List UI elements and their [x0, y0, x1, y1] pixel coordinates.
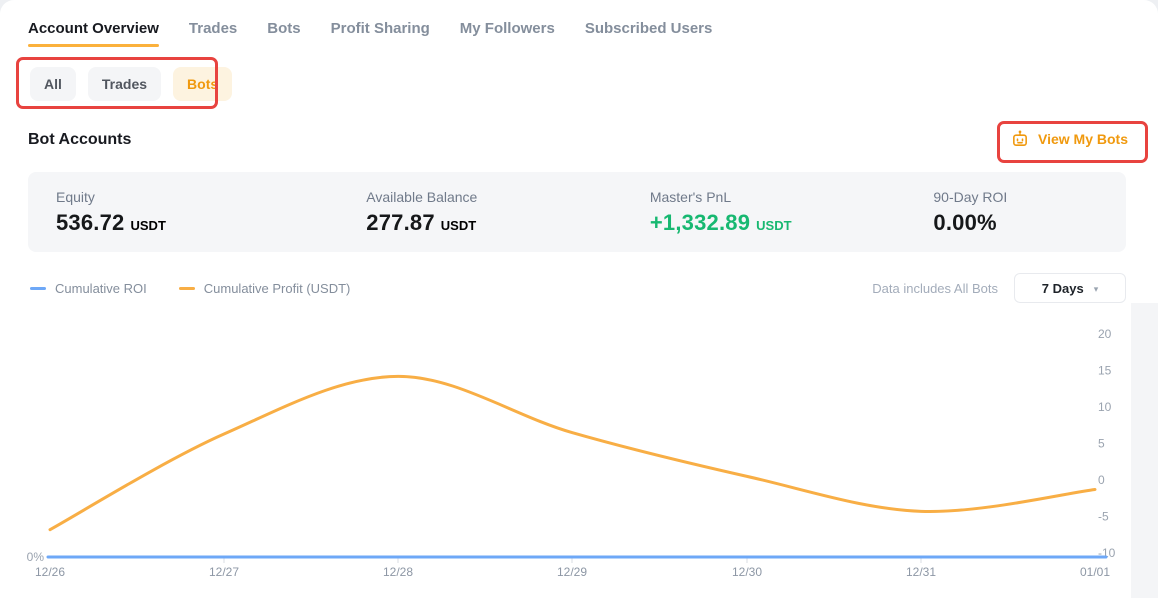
- stat-unit: USDT: [130, 217, 166, 233]
- account-type-filter: All Trades Bots: [30, 67, 233, 101]
- svg-text:01/01: 01/01: [1080, 565, 1110, 579]
- tab-subscribed-users[interactable]: Subscribed Users: [584, 20, 713, 37]
- stat-value: 277.87: [366, 209, 435, 235]
- svg-text:15: 15: [1098, 364, 1112, 378]
- stat-value: 536.72: [56, 209, 125, 235]
- stat-unit: USDT: [756, 217, 792, 233]
- chart-right-gutter: [1131, 303, 1158, 598]
- stat-value: +1,332.89: [649, 209, 751, 235]
- view-my-bots-label: View My Bots: [1038, 131, 1128, 147]
- svg-text:12/27: 12/27: [209, 565, 239, 579]
- view-my-bots-button[interactable]: View My Bots: [1010, 129, 1128, 149]
- data-scope-note: Data includes All Bots: [872, 280, 998, 296]
- legend-dash-blue: [30, 286, 46, 290]
- stat-label: 90-Day ROI: [933, 188, 1008, 205]
- svg-text:12/28: 12/28: [383, 565, 413, 579]
- legend-cumulative-profit[interactable]: Cumulative Profit (USDT): [178, 280, 351, 296]
- time-range-value: 7 Days: [1041, 280, 1084, 296]
- tab-account-overview[interactable]: Account Overview: [28, 20, 159, 47]
- account-stats-panel: Equity 536.72 USDT Available Balance 277.…: [28, 172, 1126, 252]
- tab-profit-sharing[interactable]: Profit Sharing: [330, 20, 430, 37]
- chevron-down-icon: ▾: [1093, 283, 1099, 294]
- stat-value: 0.00%: [933, 209, 997, 235]
- stat-unit: USDT: [440, 217, 477, 233]
- robot-icon: [1010, 129, 1030, 149]
- stat-90-day-roi: 90-Day ROI 0.00%: [933, 189, 1126, 236]
- time-range-dropdown[interactable]: 7 Days ▾: [1014, 273, 1126, 303]
- top-tab-bar: Account Overview Trades Bots Profit Shar…: [28, 20, 713, 47]
- svg-text:12/29: 12/29: [557, 565, 587, 579]
- filter-chip-trades[interactable]: Trades: [87, 67, 162, 101]
- tab-bots[interactable]: Bots: [267, 20, 301, 37]
- tab-trades[interactable]: Trades: [188, 20, 238, 37]
- svg-text:20: 20: [1098, 327, 1112, 341]
- legend-label: Cumulative Profit (USDT): [203, 280, 351, 296]
- svg-text:0: 0: [1098, 473, 1105, 487]
- legend-cumulative-roi[interactable]: Cumulative ROI: [30, 281, 147, 296]
- svg-text:10: 10: [1098, 400, 1112, 414]
- svg-text:12/26: 12/26: [35, 565, 65, 579]
- svg-text:12/31: 12/31: [906, 565, 936, 579]
- stat-label: Master's PnL: [649, 188, 732, 205]
- section-title: Bot Accounts: [28, 131, 132, 148]
- filter-chip-bots[interactable]: Bots: [173, 67, 233, 101]
- svg-text:-5: -5: [1098, 510, 1109, 524]
- tab-my-followers[interactable]: My Followers: [459, 20, 555, 37]
- filter-chip-all[interactable]: All: [30, 67, 76, 101]
- chart-legend-row: Cumulative ROI Cumulative Profit (USDT) …: [30, 272, 1126, 304]
- stat-label: Available Balance: [366, 188, 478, 205]
- svg-text:5: 5: [1098, 437, 1105, 451]
- stat-equity: Equity 536.72 USDT: [56, 189, 366, 236]
- legend-label: Cumulative ROI: [55, 280, 147, 296]
- svg-text:0%: 0%: [27, 550, 45, 564]
- stat-label: Equity: [56, 188, 95, 205]
- stat-available-balance: Available Balance 277.87 USDT: [366, 189, 650, 236]
- legend-dash-orange: [178, 286, 195, 290]
- stat-masters-pnl: Master's PnL +1,332.89 USDT: [650, 189, 934, 236]
- svg-text:12/30: 12/30: [732, 565, 762, 579]
